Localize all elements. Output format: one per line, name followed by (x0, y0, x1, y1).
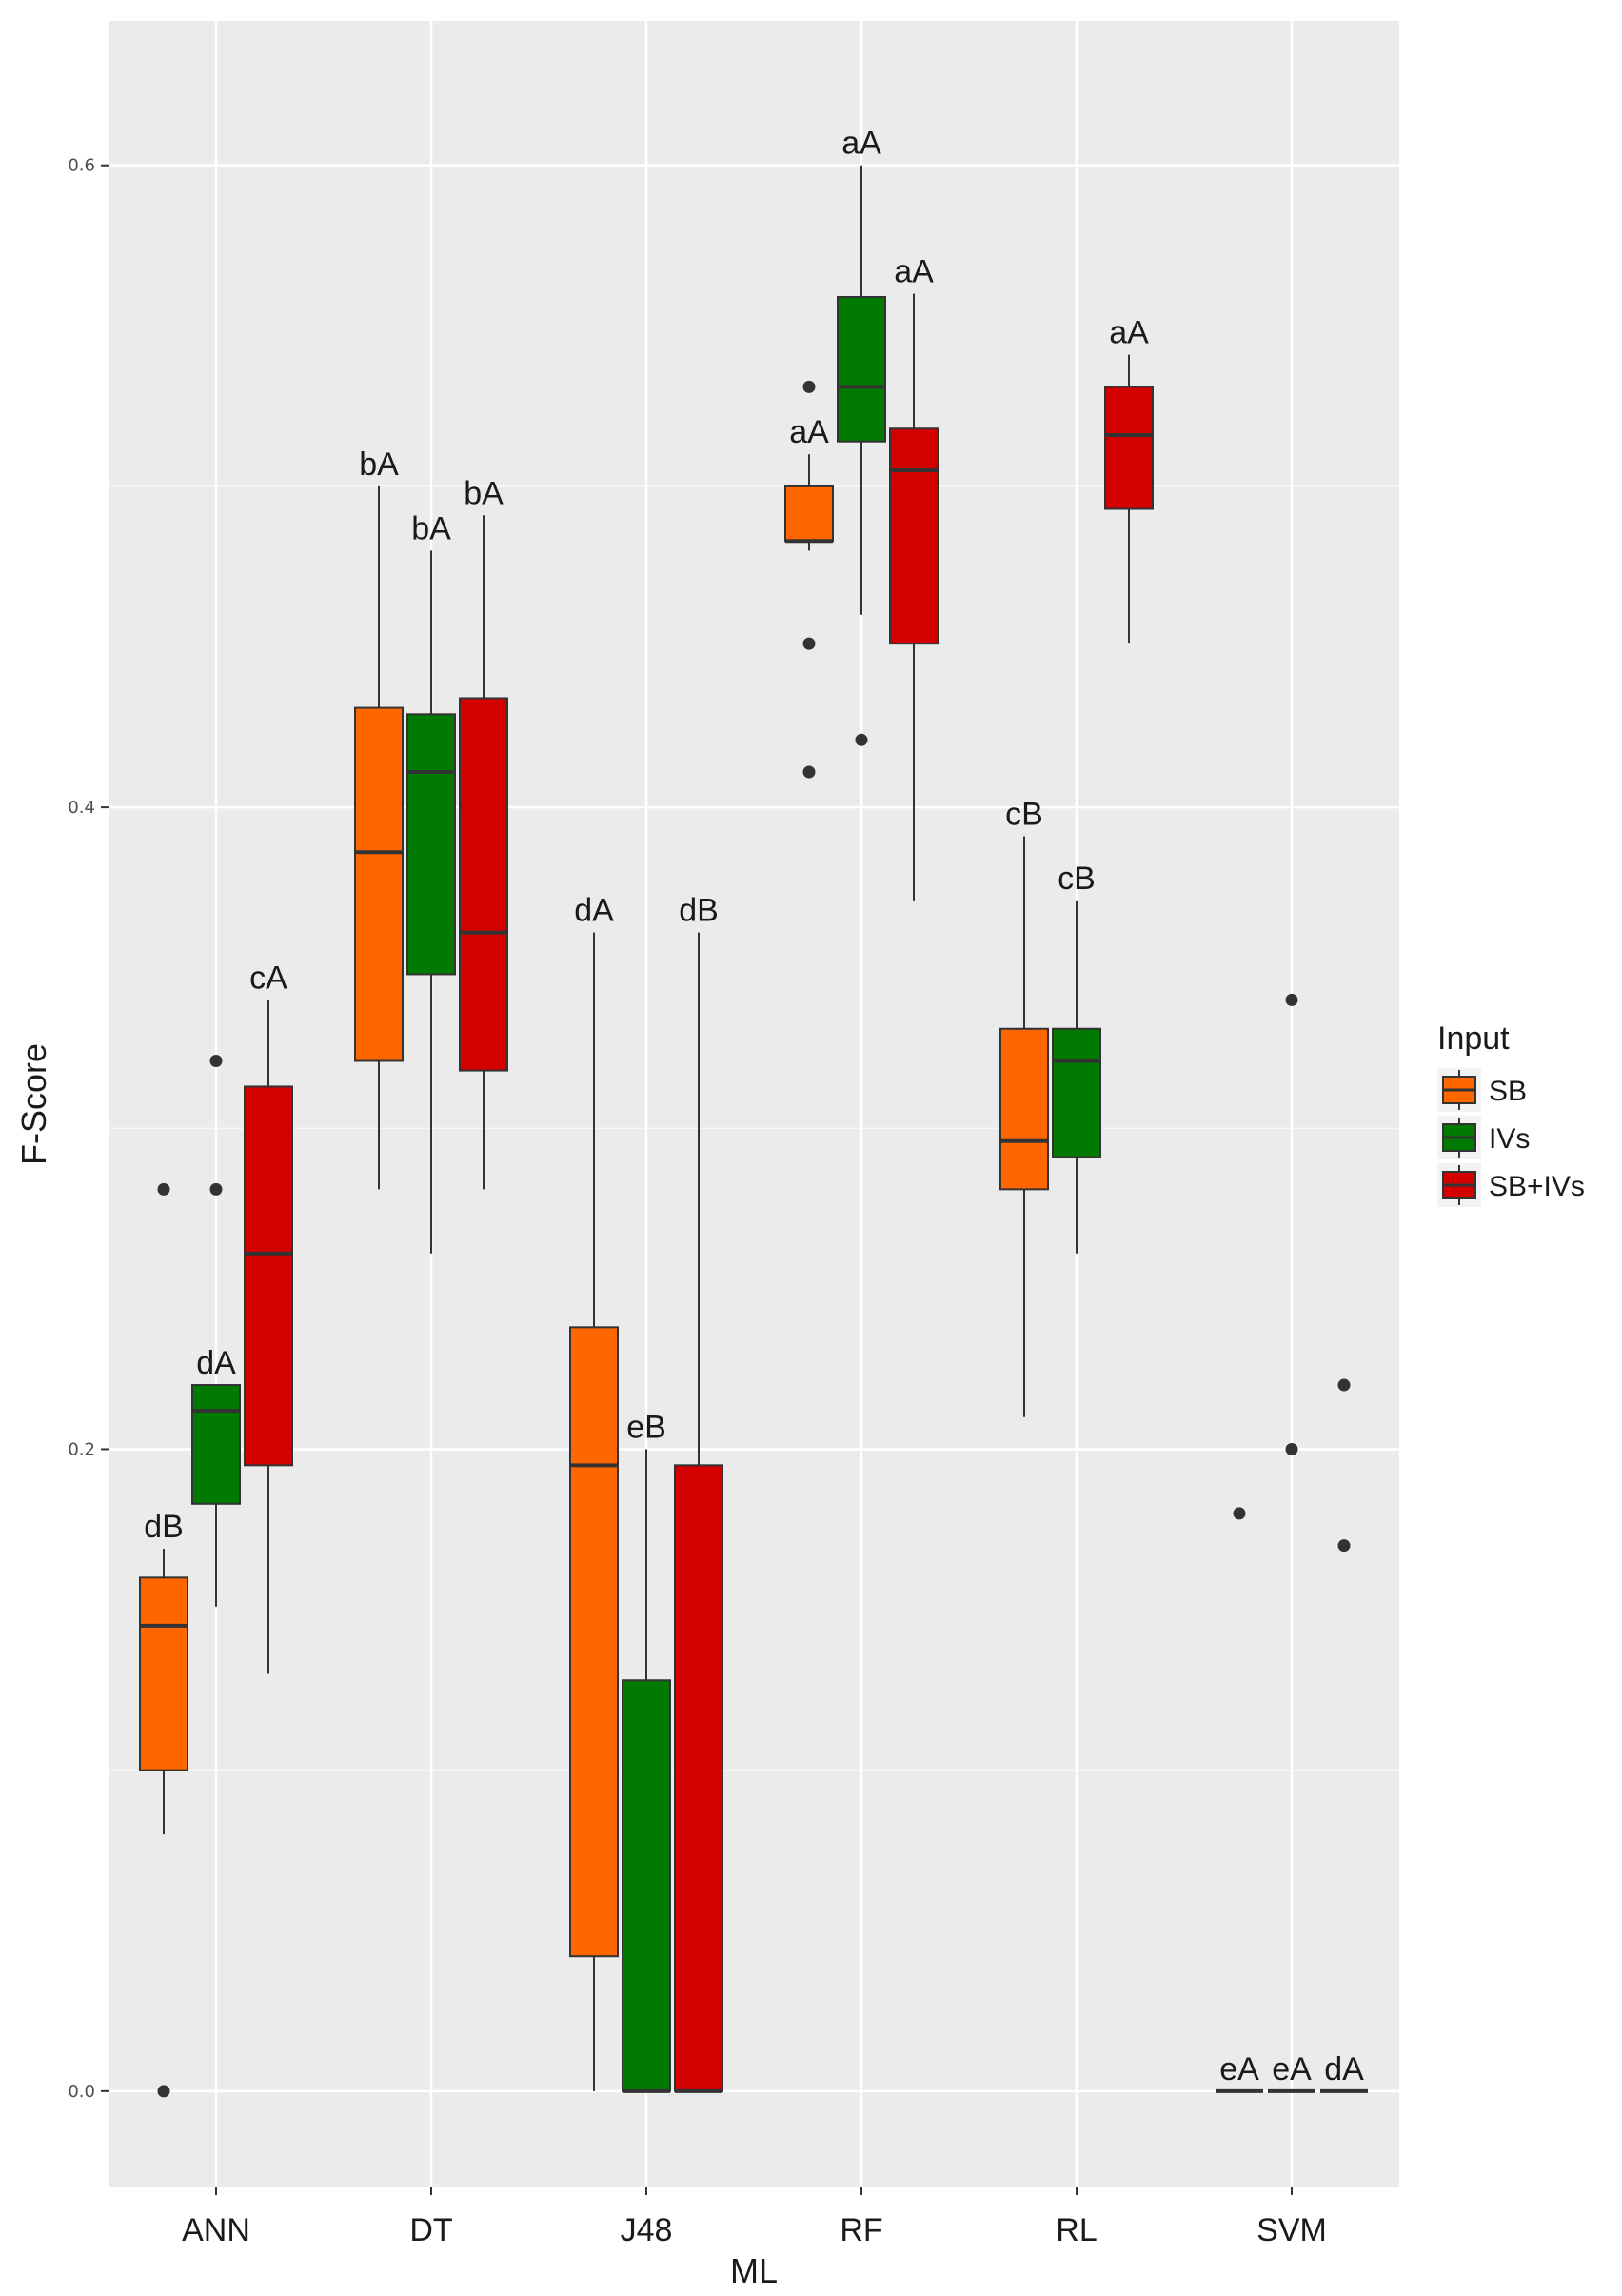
box-body (139, 1576, 188, 1771)
box-body (889, 427, 939, 645)
box-j48-sb (569, 932, 619, 2091)
box-body (354, 706, 404, 1062)
legend-item-ivs: IVs (1437, 1116, 1530, 1159)
box-ann-sb-ivs (244, 1000, 293, 1674)
box-body (459, 697, 508, 1072)
outlier-point (855, 733, 868, 746)
outlier-point (1233, 1507, 1246, 1520)
significance-label: dB (144, 1509, 184, 1545)
outlier-point (157, 1182, 170, 1196)
outlier-point (802, 765, 816, 779)
box-dt-ivs (406, 550, 456, 1254)
outlier-point (802, 380, 816, 393)
box-rf-sb (784, 380, 834, 779)
box-j48-ivs (622, 1449, 671, 2093)
outlier-point (1337, 1539, 1351, 1553)
box-rl-ivs (1052, 900, 1101, 1254)
box-body (244, 1085, 293, 1467)
significance-label: bA (359, 446, 399, 483)
box-body (674, 1464, 723, 2092)
x-tick-label: RL (1056, 2212, 1097, 2248)
box-body (622, 1679, 671, 2092)
box-svm-ivs (1268, 993, 1315, 2093)
box-ann-ivs (191, 1054, 241, 1607)
significance-label: cA (249, 960, 287, 996)
box-body (1104, 386, 1154, 510)
legend-label: SB (1489, 1076, 1527, 1107)
significance-label: cB (1058, 861, 1096, 897)
significance-label: dA (574, 893, 614, 929)
x-tick-label: ANN (182, 2212, 250, 2248)
box-body (406, 713, 456, 976)
legend-label: IVs (1489, 1123, 1530, 1155)
box-svm-sb-ivs (1320, 1378, 1368, 2093)
box-rf-ivs (837, 165, 886, 746)
significance-label: dB (679, 893, 719, 929)
legend-item-sb-ivs: SB+IVs (1437, 1163, 1585, 1207)
legend-label: SB+IVs (1489, 1171, 1585, 1202)
box-svm-sb (1216, 1507, 1263, 2093)
outlier-point (209, 1054, 223, 1067)
outlier-point (1337, 1378, 1351, 1392)
box-body (569, 1326, 619, 1958)
box-rf-sb-ivs (889, 293, 939, 901)
y-axis-title: F-Score (14, 1043, 53, 1165)
y-tick-label: 0.6 (68, 156, 95, 176)
outlier-point (1285, 993, 1298, 1006)
x-tick-label: SVM (1256, 2212, 1327, 2248)
outlier-point (1285, 1442, 1298, 1455)
legend-item-sb: SB (1437, 1068, 1527, 1112)
plot-panel (109, 21, 1399, 2187)
significance-label: aA (841, 126, 881, 162)
significance-label: cB (1005, 796, 1043, 832)
box-body (1052, 1027, 1101, 1158)
box-j48-sb-ivs (674, 932, 723, 2093)
box-dt-sb-ivs (459, 515, 508, 1190)
significance-label: eA (1219, 2051, 1259, 2088)
x-tick-label: J48 (621, 2212, 673, 2248)
box-body (784, 485, 834, 543)
box-body (999, 1027, 1049, 1191)
box-body (191, 1384, 241, 1505)
y-tick-label: 0.0 (68, 2082, 95, 2102)
significance-label: dA (1324, 2051, 1364, 2088)
y-tick-label: 0.2 (68, 1439, 95, 1459)
outlier-point (157, 2085, 170, 2098)
significance-label: bA (411, 510, 451, 546)
significance-label: eB (626, 1409, 666, 1445)
significance-label: eA (1272, 2051, 1312, 2088)
significance-label: aA (789, 414, 829, 450)
significance-label: bA (464, 475, 504, 511)
box-body (837, 295, 886, 443)
significance-label: aA (894, 254, 934, 290)
y-tick-label: 0.4 (68, 798, 95, 818)
significance-label: aA (1109, 315, 1149, 351)
box-rl-sb (999, 836, 1049, 1417)
outlier-point (802, 637, 816, 650)
box-ann-sb (139, 1182, 188, 2098)
box-rl-sb-ivs (1104, 354, 1154, 644)
box-dt-sb (354, 485, 404, 1190)
legend-title: Input (1437, 1020, 1510, 1057)
x-tick-label: RF (840, 2212, 882, 2248)
x-tick-label: DT (409, 2212, 452, 2248)
outlier-point (209, 1182, 223, 1196)
x-axis-title: ML (730, 2251, 778, 2290)
significance-label: dA (196, 1345, 236, 1381)
